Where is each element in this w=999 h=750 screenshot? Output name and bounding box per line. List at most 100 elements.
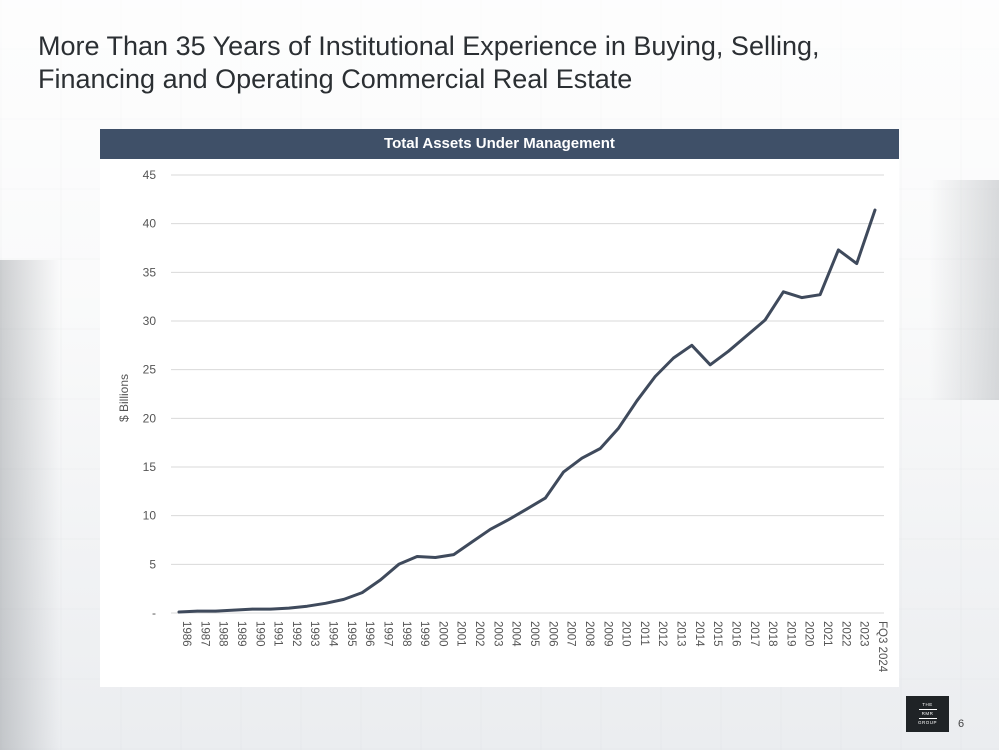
data-point [544, 496, 547, 500]
y-tick-label: 10 [143, 509, 157, 523]
data-point [470, 540, 474, 544]
data-point [708, 363, 712, 366]
data-point [873, 208, 877, 212]
x-tick-label: 2010 [620, 621, 632, 647]
x-tick-label: 2015 [711, 621, 723, 647]
x-tick-label: 2012 [656, 621, 668, 647]
x-tick-label: 2019 [784, 621, 796, 647]
company-logo: THE RMR GROUP [906, 696, 949, 732]
data-point [800, 296, 803, 299]
x-tick-label: 2022 [839, 621, 851, 647]
data-point [727, 349, 730, 353]
data-point [452, 553, 455, 556]
data-point [360, 591, 364, 594]
series-line-aum [177, 208, 877, 614]
data-point [580, 457, 584, 460]
y-tick-label: 15 [143, 460, 157, 474]
data-point [269, 607, 272, 611]
y-tick-label: 30 [143, 314, 157, 328]
data-point [654, 375, 657, 378]
data-point [635, 399, 639, 403]
y-tick-label: 45 [143, 168, 157, 182]
x-tick-label: FQ3 2024 [876, 621, 888, 673]
x-tick-label: 1994 [327, 621, 339, 647]
logo-line-3: GROUP [917, 719, 937, 725]
data-point [214, 609, 217, 613]
data-point [287, 606, 291, 610]
data-point [489, 528, 492, 531]
x-tick-label: 1989 [235, 621, 247, 647]
aum-line-chart: - 5 10 15 20 25 30 35 40 45 $ Billions 1986 1987 1988… [117, 168, 888, 673]
page-number: 6 [958, 718, 965, 730]
x-tick-label: 2002 [473, 621, 485, 647]
x-tick-label: 2005 [528, 621, 540, 647]
chart-card: Total Assets Under Management - 5 10 15 20 25… [100, 129, 899, 687]
x-tick-label: 2018 [766, 621, 778, 647]
page-title: More Than 35 Years of Institutional Expe… [38, 31, 820, 94]
data-point [507, 518, 510, 521]
x-tick-label: 1991 [272, 621, 284, 647]
x-tick-label: 1993 [308, 621, 320, 647]
data-point [196, 609, 199, 613]
x-tick-label: 1998 [400, 621, 412, 647]
data-point [232, 608, 236, 612]
x-tick-label: 1996 [363, 621, 375, 647]
data-point [251, 607, 254, 611]
x-tick-label: 2013 [675, 621, 687, 647]
x-tick-label: 1990 [253, 621, 265, 647]
x-tick-label: 2006 [546, 621, 558, 647]
x-tick-label: 1995 [345, 621, 357, 647]
y-tick-label: 5 [149, 557, 156, 571]
x-tick-label: 2008 [583, 621, 595, 647]
data-point [617, 426, 620, 430]
data-point [342, 598, 346, 601]
data-point [379, 578, 382, 582]
y-axis-label: $ Billions [117, 374, 131, 422]
data-point [415, 555, 419, 558]
x-tick-label: 2001 [455, 621, 467, 647]
x-tick-label: 2016 [729, 621, 741, 647]
data-point [818, 293, 822, 296]
data-point [837, 248, 840, 252]
background-shade-left [0, 260, 60, 750]
data-point [690, 344, 694, 347]
logo-line-1: THE [922, 702, 933, 708]
x-tick-label: 1986 [180, 621, 192, 647]
x-tick-label: 1988 [217, 621, 229, 647]
x-tick-label: 2007 [565, 621, 577, 647]
background-shade-right [929, 180, 999, 400]
data-point [599, 447, 602, 450]
x-tick-label: 1999 [418, 621, 430, 647]
y-tick-label: - [152, 606, 156, 620]
y-tick-label: 20 [143, 411, 157, 425]
data-point [306, 604, 309, 608]
data-point [434, 556, 437, 559]
x-tick-label: 2009 [601, 621, 613, 647]
data-point [745, 334, 748, 337]
logo-line-2: RMR [921, 711, 934, 716]
data-point [763, 318, 767, 322]
chart-title: Total Assets Under Management [100, 129, 899, 159]
y-tick-label: 35 [143, 265, 157, 279]
data-point [672, 356, 675, 360]
x-tick-label: 2000 [436, 621, 448, 647]
y-tick-label: 40 [143, 217, 157, 231]
y-tick-label: 25 [143, 363, 157, 377]
data-point [177, 610, 181, 614]
x-tick-label: 2023 [858, 621, 870, 647]
x-tick-label: 2020 [803, 621, 815, 647]
x-tick-label: 2011 [638, 621, 650, 646]
data-point [562, 470, 565, 474]
x-tick-label: 2017 [748, 621, 760, 647]
x-tick-label: 1997 [381, 621, 393, 647]
x-tick-label: 1992 [290, 621, 302, 647]
x-tick-label: 2021 [821, 621, 833, 647]
x-tick-label: 1987 [198, 621, 210, 647]
x-tick-label: 2004 [510, 621, 522, 647]
data-point [397, 563, 400, 566]
x-tick-label: 2003 [491, 621, 503, 647]
data-point [782, 290, 785, 293]
data-point [855, 262, 858, 265]
data-point [525, 507, 529, 511]
data-point [324, 602, 327, 605]
